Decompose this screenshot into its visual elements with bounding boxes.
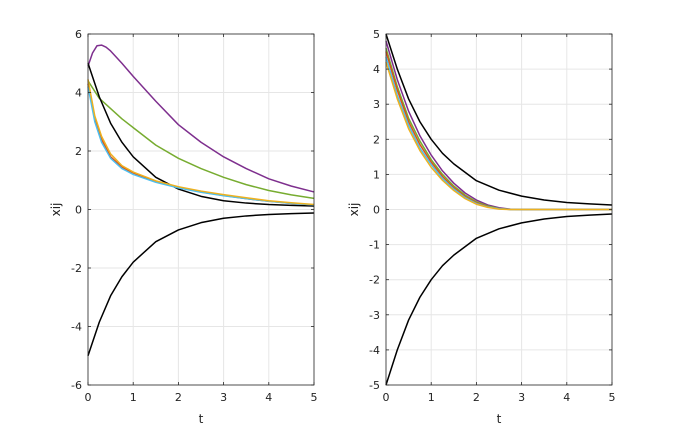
x-tick-label: 0 [85, 391, 92, 404]
series-line-6 [87, 212, 315, 356]
y-tick-label: -5 [369, 379, 380, 392]
y-tick-label: 3 [373, 98, 380, 111]
y-tick-label: -1 [369, 239, 380, 252]
x-tick-label: 4 [265, 391, 272, 404]
y-tick-label: 1 [373, 168, 380, 181]
y-tick-label: 0 [75, 204, 82, 217]
y-axis-label: xij [49, 203, 63, 217]
y-tick-label: -4 [369, 344, 380, 357]
y-tick-label: 6 [75, 28, 82, 41]
y-tick-label: 4 [75, 87, 82, 100]
y-tick-label: 2 [373, 133, 380, 146]
y-tick-label: 2 [75, 145, 82, 158]
y-tick-label: -2 [369, 274, 380, 287]
x-axis-label: t [497, 412, 502, 426]
x-tick-label: 5 [311, 391, 318, 404]
right-plot: 0 1 2 3 4 5 -5 -4 -3 -2 -1 0 1 2 3 4 5 t xij [347, 28, 616, 426]
y-tick-label: 0 [373, 204, 380, 217]
y-tick-label: 4 [373, 63, 380, 76]
x-tick-label: 1 [130, 391, 137, 404]
x-tick-label: 3 [220, 391, 227, 404]
series-line-0 [385, 33, 613, 206]
x-tick-label: 4 [563, 391, 570, 404]
x-tick-label: 1 [428, 391, 435, 404]
y-tick-label: -3 [369, 309, 380, 322]
x-tick-label: 5 [609, 391, 616, 404]
left-plot: 0 1 2 3 4 5 -6 -4 -2 0 2 4 6 t xij [49, 28, 318, 426]
x-tick-label: 3 [518, 391, 525, 404]
x-tick-label: 2 [473, 391, 480, 404]
x-tick-label: 2 [175, 391, 182, 404]
x-axis-label: t [199, 412, 204, 426]
series-line-0 [87, 44, 315, 193]
series-line-5 [385, 61, 612, 211]
series-line-1 [87, 80, 315, 200]
y-tick-label: -6 [71, 379, 82, 392]
y-tick-label: -2 [71, 262, 82, 275]
y-axis-label: xij [347, 203, 361, 217]
series-line-5 [87, 79, 315, 206]
y-tick-label: -4 [71, 321, 82, 334]
series-line-2 [87, 63, 315, 207]
series-line-6 [385, 213, 613, 386]
y-tick-label: 5 [373, 28, 380, 41]
x-tick-label: 0 [383, 391, 390, 404]
